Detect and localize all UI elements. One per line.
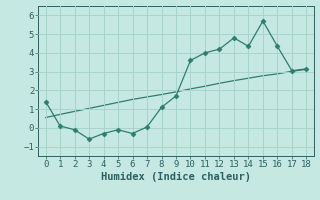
X-axis label: Humidex (Indice chaleur): Humidex (Indice chaleur) <box>101 172 251 182</box>
